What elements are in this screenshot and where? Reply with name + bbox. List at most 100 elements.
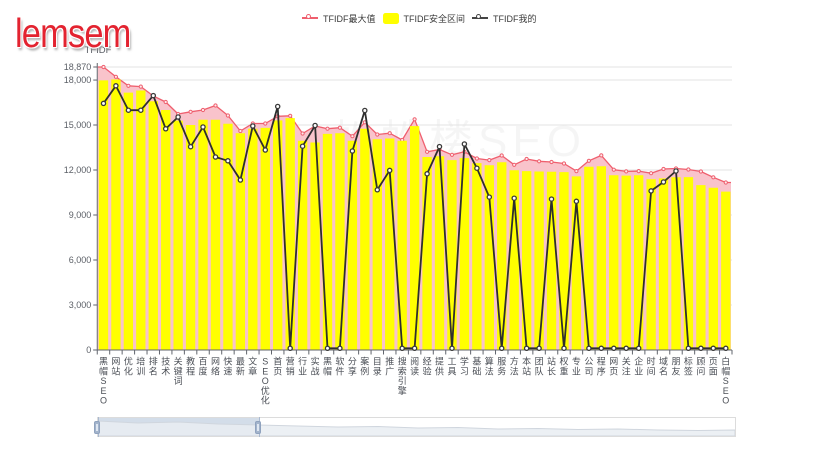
svg-text:黑: 黑	[323, 357, 332, 367]
svg-text:速: 速	[223, 366, 232, 376]
svg-text:S: S	[100, 376, 106, 386]
svg-text:优: 优	[124, 356, 133, 367]
svg-text:企: 企	[634, 356, 643, 367]
svg-text:名: 名	[659, 365, 668, 376]
svg-text:9,000: 9,000	[69, 210, 92, 220]
svg-text:验: 验	[423, 365, 432, 376]
svg-text:O: O	[262, 376, 269, 386]
svg-text:优: 优	[261, 385, 270, 396]
svg-text:引: 引	[398, 376, 407, 386]
svg-text:帽: 帽	[721, 365, 730, 376]
svg-text:12,000: 12,000	[64, 165, 92, 175]
svg-text:业: 业	[572, 366, 581, 376]
svg-text:务: 务	[497, 365, 506, 376]
svg-text:首: 首	[273, 356, 282, 367]
svg-text:面: 面	[709, 366, 718, 376]
svg-text:录: 录	[373, 366, 382, 376]
svg-text:帽: 帽	[323, 365, 332, 376]
svg-text:营: 营	[286, 356, 295, 367]
svg-text:页: 页	[709, 357, 718, 367]
svg-text:方: 方	[510, 356, 519, 367]
svg-text:法: 法	[485, 365, 494, 376]
svg-text:序: 序	[597, 365, 606, 376]
svg-text:司: 司	[584, 366, 593, 376]
svg-text:网: 网	[111, 357, 120, 367]
svg-text:擎: 擎	[398, 385, 407, 396]
svg-text:习: 习	[460, 366, 469, 376]
svg-text:技: 技	[161, 356, 170, 367]
svg-text:读: 读	[410, 365, 419, 376]
svg-text:本: 本	[522, 356, 531, 367]
svg-text:白: 白	[721, 356, 730, 367]
svg-text:词: 词	[174, 376, 183, 386]
svg-text:0: 0	[86, 345, 91, 355]
svg-text:S: S	[723, 376, 729, 386]
svg-text:教: 教	[186, 356, 195, 367]
svg-text:标: 标	[684, 356, 693, 367]
svg-text:销: 销	[286, 365, 295, 376]
svg-text:业: 业	[298, 366, 307, 376]
svg-text:化: 化	[124, 365, 133, 376]
svg-text:快: 快	[223, 356, 232, 367]
svg-text:站: 站	[547, 356, 556, 367]
svg-text:帽: 帽	[99, 365, 108, 376]
svg-text:关: 关	[622, 356, 631, 367]
svg-text:专: 专	[572, 356, 581, 367]
svg-text:战: 战	[311, 366, 320, 376]
svg-text:文: 文	[248, 356, 257, 367]
svg-text:黑: 黑	[99, 357, 108, 367]
svg-text:推: 推	[385, 356, 394, 367]
svg-text:例: 例	[360, 365, 369, 376]
svg-text:E: E	[100, 386, 106, 396]
svg-text:广: 广	[385, 365, 394, 376]
svg-text:程: 程	[186, 366, 195, 376]
svg-text:名: 名	[149, 365, 158, 376]
svg-text:供: 供	[435, 365, 444, 376]
svg-text:排: 排	[149, 356, 158, 367]
svg-text:S: S	[262, 357, 268, 367]
svg-text:最: 最	[236, 357, 245, 367]
svg-text:站: 站	[522, 365, 531, 376]
svg-text:页: 页	[609, 366, 618, 376]
svg-text:顾: 顾	[696, 357, 705, 367]
svg-text:索: 索	[398, 365, 407, 376]
svg-text:权: 权	[559, 356, 568, 367]
svg-text:朋: 朋	[671, 357, 680, 367]
svg-text:阅: 阅	[410, 357, 419, 367]
svg-text:学: 学	[460, 356, 469, 367]
svg-text:网: 网	[609, 357, 618, 367]
svg-text:享: 享	[348, 365, 357, 376]
svg-text:站: 站	[111, 365, 120, 376]
svg-text:法: 法	[510, 365, 519, 376]
svg-text:实: 实	[311, 356, 320, 367]
svg-text:重: 重	[559, 365, 568, 376]
svg-text:3,000: 3,000	[69, 300, 92, 310]
svg-text:间: 间	[647, 365, 656, 376]
svg-text:服: 服	[497, 357, 506, 367]
svg-text:目: 目	[373, 357, 382, 367]
svg-text:分: 分	[348, 357, 357, 367]
svg-text:签: 签	[684, 365, 693, 376]
svg-text:域: 域	[659, 356, 668, 367]
svg-text:O: O	[100, 396, 107, 406]
svg-text:E: E	[723, 386, 729, 396]
svg-text:行: 行	[298, 356, 307, 367]
svg-text:15,000: 15,000	[64, 120, 92, 130]
svg-text:长: 长	[547, 365, 556, 376]
svg-text:队: 队	[535, 365, 544, 376]
svg-text:页: 页	[273, 366, 282, 376]
svg-text:时: 时	[647, 356, 656, 367]
svg-text:章: 章	[248, 365, 257, 376]
svg-text:注: 注	[622, 365, 631, 376]
svg-text:经: 经	[423, 356, 432, 367]
svg-text:术: 术	[161, 365, 170, 376]
svg-text:团: 团	[535, 357, 544, 367]
svg-text:软: 软	[335, 356, 344, 367]
svg-text:化: 化	[261, 395, 270, 406]
svg-text:6,000: 6,000	[69, 255, 92, 265]
svg-text:算: 算	[485, 356, 494, 367]
svg-text:度: 度	[198, 365, 207, 376]
svg-text:提: 提	[435, 357, 444, 367]
svg-text:具: 具	[447, 366, 456, 376]
svg-text:18,000: 18,000	[64, 75, 92, 85]
